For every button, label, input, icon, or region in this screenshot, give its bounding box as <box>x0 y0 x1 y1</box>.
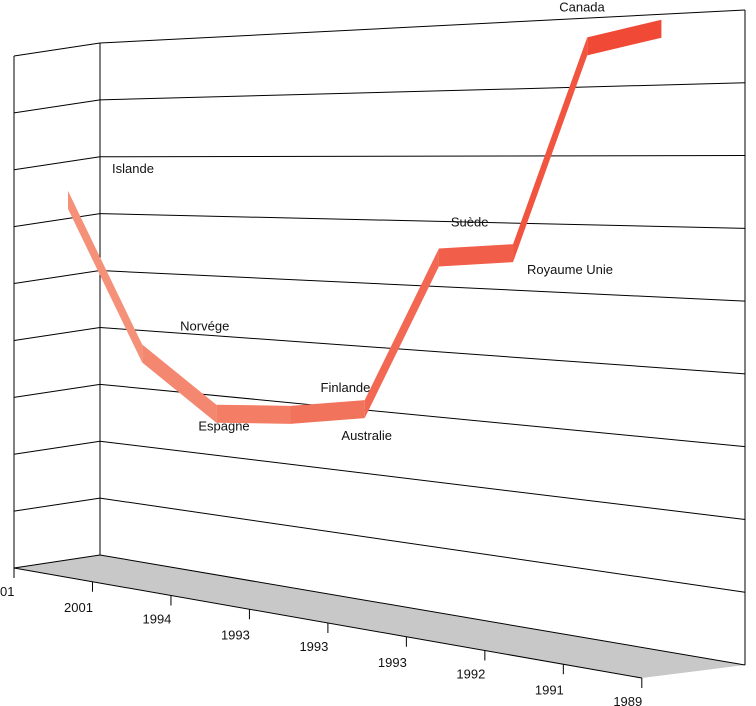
point-label: Norvége <box>180 319 229 334</box>
ribbon-segment <box>68 190 143 363</box>
point-label: Espagne <box>198 419 249 434</box>
gridline <box>99 9 746 44</box>
x-tick-label: 1993 <box>299 639 328 654</box>
x-tick-label: 1994 <box>142 612 171 627</box>
ribbon-segment <box>216 404 291 424</box>
ribbon-segment <box>290 400 365 424</box>
side-gridline <box>13 42 101 57</box>
gridline <box>99 440 746 520</box>
side-gridline <box>13 383 101 398</box>
x-tick-label: 1992 <box>456 667 485 682</box>
point-label: Canada <box>559 0 605 14</box>
point-labels: Islande Norvége Espagne Finlande Australie Su… <box>112 0 613 443</box>
side-gridline <box>13 440 101 455</box>
floor-plane <box>14 555 745 678</box>
point-label: Royaume Unie <box>527 262 613 277</box>
ribbon-segment <box>438 244 514 267</box>
side-gridline <box>13 156 101 171</box>
x-axis-ticks: 2001 2001 1994 1993 1993 1993 1992 1991 1989 <box>0 568 643 706</box>
side-gridline <box>13 497 101 512</box>
side-gridline <box>13 213 101 228</box>
gridline <box>99 82 746 101</box>
gridline <box>99 155 746 158</box>
side-gridline <box>13 554 101 569</box>
gridline <box>99 326 746 375</box>
x-tick-label: 1993 <box>378 655 407 670</box>
point-label: Suède <box>451 215 489 230</box>
x-tick-label: 2001 <box>64 600 93 615</box>
point-label: Australie <box>341 428 392 443</box>
x-tick-label: 1993 <box>221 627 250 642</box>
ribbon-segment <box>364 248 439 419</box>
side-gridline <box>13 270 101 285</box>
gridline <box>99 497 746 593</box>
point-label: Finlande <box>321 380 371 395</box>
side-gridline <box>13 99 101 114</box>
x-tick-label: 2001 <box>0 584 14 599</box>
gridline <box>99 213 746 229</box>
ribbon-segment <box>142 344 217 423</box>
side-gridline <box>13 326 101 341</box>
point-label: Islande <box>112 161 154 176</box>
ribbon-segment <box>587 19 662 56</box>
x-tick-label: 1991 <box>535 682 564 697</box>
gridline <box>99 554 746 666</box>
ribbon-segment <box>513 37 588 263</box>
gridline <box>99 383 746 448</box>
x-tick-label: 1989 <box>613 694 642 706</box>
ribbon-series <box>68 19 662 424</box>
